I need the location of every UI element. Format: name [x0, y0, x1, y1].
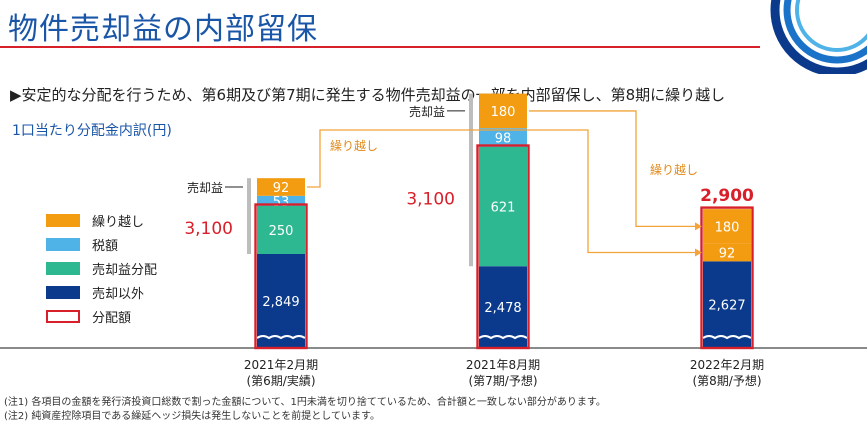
footnotes: (注1) 各項目の金額を発行済投資口総数で割った金額について、1円未満を切り捨て… [4, 396, 606, 424]
gain-bracket-label: 売却益 [409, 104, 445, 119]
data-label: 53 [273, 195, 290, 210]
legend-item-distribution: 分配額 [46, 304, 157, 328]
category-label: (第6期/実績) [246, 373, 315, 388]
legend-swatch-tax [46, 237, 80, 251]
data-label: 98 [495, 132, 512, 147]
distribution-total-label: 2,900 [700, 186, 754, 206]
data-label: 2,849 [262, 295, 299, 310]
data-label: 92 [719, 246, 736, 261]
legend-label: 繰り越し [92, 214, 145, 230]
legend-label: 売却益分配 [92, 262, 158, 278]
legend-item-carryover: 繰り越し [46, 208, 157, 232]
data-label: 92 [273, 181, 290, 196]
category-label: 2021年8月期 [466, 358, 540, 372]
legend-swatch-gain-distribution [46, 261, 80, 275]
legend-swatch-non-sale [46, 285, 80, 299]
chart-legend: 繰り越し 税額 売却益分配 売却以外 分配額 [46, 208, 157, 328]
gain-bracket-label: 売却益 [187, 180, 223, 195]
title-divider [0, 46, 760, 48]
bar-segment-gain-distribution [479, 147, 527, 267]
gain-bracket [247, 178, 251, 254]
page-title: 物件売却益の内部留保 [8, 12, 318, 47]
carryover-arrow [529, 110, 695, 228]
bar-segment-non-sale [479, 266, 527, 348]
bar-segment-tax [479, 128, 527, 148]
category-label: 2021年2月期 [244, 358, 318, 372]
carryover-arrow-label: 繰り越し [650, 163, 698, 177]
distribution-outline [700, 206, 754, 350]
carryover-arrow-label: 繰り越し [330, 139, 378, 153]
legend-swatch-distribution [46, 309, 80, 323]
gain-bracket [469, 93, 473, 267]
bar-segment-gain-distribution [257, 206, 305, 254]
bar-segment-non-sale [257, 254, 305, 348]
distribution-total-label: 3,100 [406, 190, 455, 210]
axis-break-mark [256, 335, 306, 340]
bar-segment-tax [257, 195, 305, 206]
chart-subheading: 1口当たり分配金内訳(円) [12, 123, 172, 139]
legend-label: 税額 [92, 238, 119, 254]
legend-item-gain-distribution: 売却益分配 [46, 256, 157, 280]
company-logo-icon [770, 0, 867, 74]
distribution-outline [254, 203, 308, 350]
legend-item-tax: 税額 [46, 232, 157, 256]
data-label: 621 [491, 201, 516, 216]
footnote: (注1) 各項目の金額を発行済投資口総数で割った金額について、1円未満を切り捨て… [4, 397, 606, 408]
data-label: 2,478 [484, 301, 521, 316]
category-label: (第8期/予想) [692, 373, 761, 388]
axis-break-mark [478, 335, 528, 340]
category-label: 2022年2月期 [690, 358, 764, 372]
carryover-arrowhead [695, 248, 702, 257]
carryover-arrowhead [695, 222, 702, 231]
chart-subtitle: ▶安定的な分配を行うため、第6期及び第7期に発生する物件売却益の一部を内部留保し… [10, 86, 726, 104]
legend-label: 分配額 [92, 310, 132, 326]
legend-item-non-sale: 売却以外 [46, 280, 157, 304]
bar-segment-non-sale [703, 261, 751, 348]
bar-segment-carryover [479, 93, 527, 129]
bar-segment-carryover [257, 178, 305, 196]
legend-label: 売却以外 [92, 286, 145, 302]
bar-segment-carryover [703, 209, 751, 244]
distribution-outline [476, 144, 530, 350]
data-label: 180 [715, 220, 740, 235]
axis-break-mark [702, 335, 752, 340]
footnote: (注2) 純資産控除項目である繰延ヘッジ損失は発生しないことを前提としています。 [4, 411, 380, 422]
carryover-arrow [307, 129, 695, 254]
legend-swatch-carryover [46, 213, 80, 227]
category-label: (第7期/予想) [468, 373, 537, 388]
distribution-total-label: 3,100 [184, 219, 233, 239]
data-label: 2,627 [708, 299, 745, 314]
bar-segment-carryover [703, 243, 751, 262]
data-label: 180 [491, 105, 516, 120]
data-label: 250 [269, 224, 294, 239]
